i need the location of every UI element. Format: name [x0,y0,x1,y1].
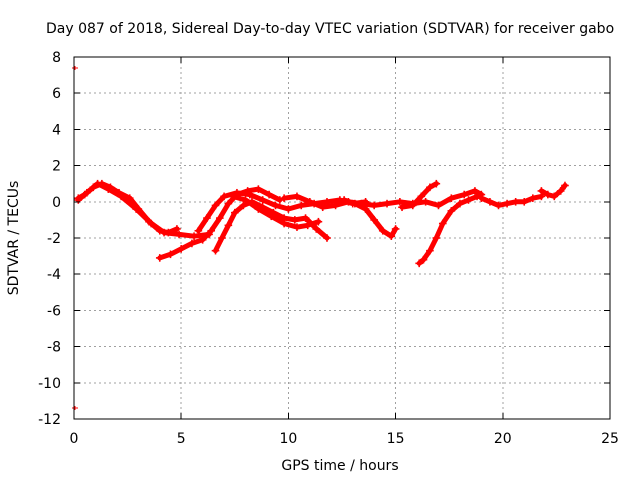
grid-layer [74,57,610,419]
x-tick-label: 25 [601,431,619,447]
x-tick-label: 5 [177,431,186,447]
arc-7-band-offset [284,188,484,208]
arc-8-group [340,196,400,240]
arc-1-band-offset [78,181,180,234]
y-tick-label: 8 [52,50,61,66]
x-tick-label: 15 [387,431,405,447]
arc-4-group [194,188,370,235]
arc-10-band-offset [419,194,480,264]
arc-5-group [211,198,331,255]
y-tick-label: 6 [52,86,61,102]
arc-10-group [415,192,481,268]
y-tick-label: -12 [38,412,61,428]
arc-9-group [398,179,441,212]
arc-12-group [537,181,569,201]
x-tick-label: 10 [279,431,297,447]
series-layer [72,65,569,411]
x-tick-label: 0 [70,431,79,447]
arc-2-band-offset [78,181,212,237]
y-tick-label: -4 [47,267,61,283]
y-axis-label: SDTVAR / TECUs [6,181,22,296]
y-tick-label: -2 [47,231,61,247]
x-axis-label: GPS time / hours [281,458,398,474]
y-tick-label: -10 [38,376,61,392]
chart-title: Day 087 of 2018, Sidereal Day-to-day VTE… [46,21,614,37]
y-tick-label: 4 [52,122,61,138]
y-tick-label: 2 [52,159,61,175]
y-tick-label: 0 [52,195,61,211]
arc-2-group [74,179,213,240]
arc-2-band [75,181,212,239]
x-tick-label: 20 [494,431,512,447]
y-tick-label: -8 [47,340,61,356]
y-tick-label: -6 [47,303,61,319]
arc-3-group [155,185,284,262]
arc-6-group [228,192,323,231]
arc-11-group [477,192,546,210]
